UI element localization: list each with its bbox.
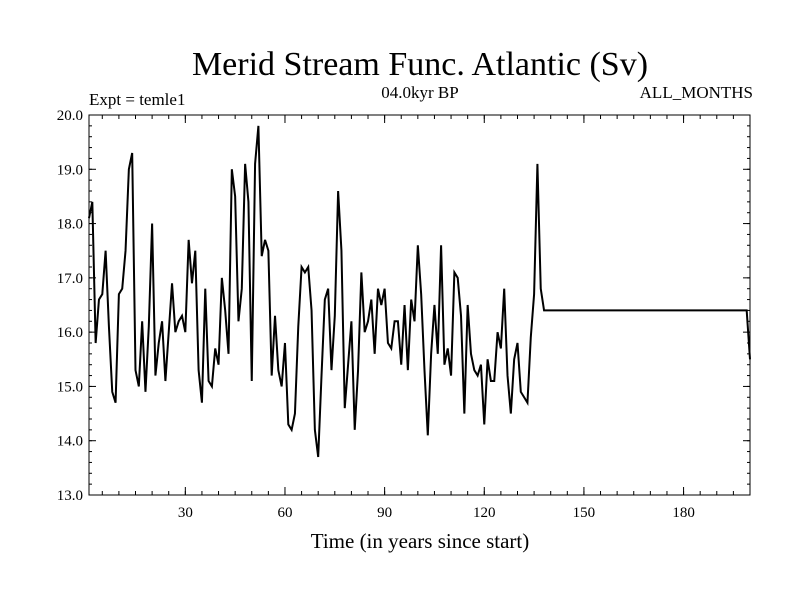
y-axis: 13.0 14.0 15.0 16.0 17.0 18.0 19.0 20.0 (57, 108, 750, 504)
y-tick-label: 16.0 (57, 325, 83, 341)
x-tick-label: 180 (672, 505, 695, 521)
months-label: ALL_MONTHS (640, 83, 753, 102)
chart-title: Merid Stream Func. Atlantic (Sv) (192, 46, 648, 83)
y-tick-label: 20.0 (57, 108, 83, 124)
plot-frame (88, 114, 751, 496)
data-series-line (88, 125, 751, 458)
x-tick-label: 60 (277, 505, 292, 521)
y-tick-label: 14.0 (57, 434, 83, 450)
x-axis-label: Time (in years since start) (311, 529, 530, 553)
x-tick-label: 120 (473, 505, 496, 521)
x-axis: 30 60 90 120 150 180 (101, 115, 734, 521)
x-tick-label: 90 (377, 505, 392, 521)
x-tick-label: 150 (573, 505, 596, 521)
experiment-label: Expt = temle1 (89, 90, 185, 109)
y-tick-label: 15.0 (57, 379, 83, 395)
y-tick-label: 18.0 (57, 217, 83, 233)
period-label: 04.0kyr BP (381, 83, 458, 102)
y-tick-label: 17.0 (57, 271, 83, 287)
y-tick-label: 13.0 (57, 488, 83, 504)
y-tick-label: 19.0 (57, 162, 83, 178)
x-tick-label: 30 (178, 505, 193, 521)
